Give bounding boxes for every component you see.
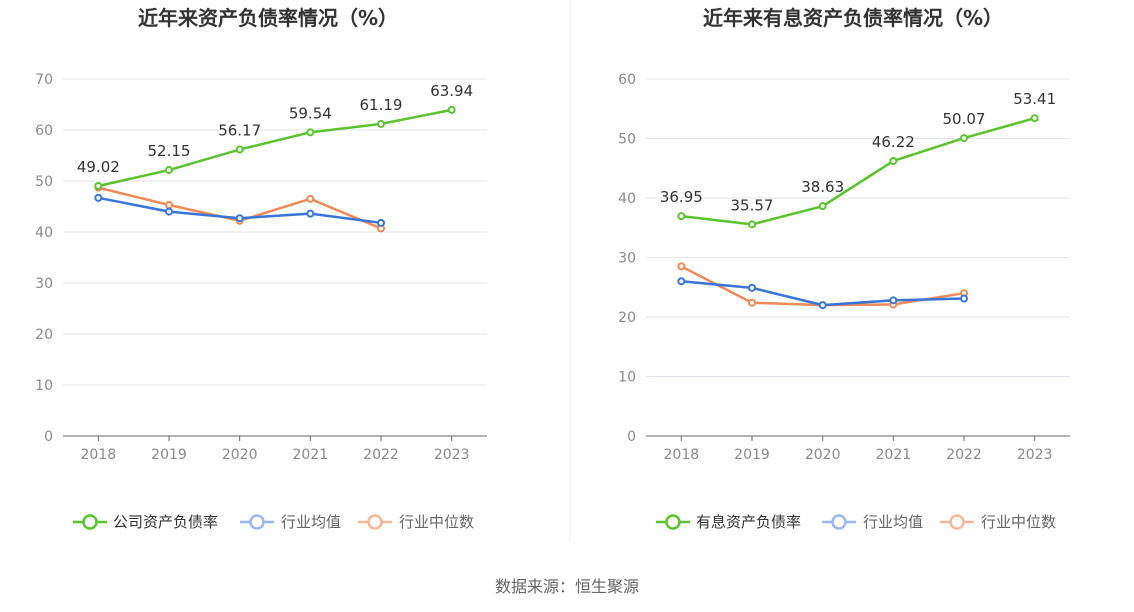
chart1-legend-item-industry-median[interactable]: 行业中位数	[940, 513, 1056, 531]
chart0-data-label: 59.54	[289, 104, 332, 122]
chart0-point-company	[377, 119, 385, 128]
chart1-data-label: 46.22	[872, 133, 915, 151]
chart1-y-tick-label: 10	[618, 370, 636, 386]
chart1-legend-item-industry-mean[interactable]: 行业均值	[822, 513, 923, 531]
chart1-point-company	[1030, 114, 1039, 123]
chart0-legend-item-company[interactable]: 公司资产负债率	[73, 513, 218, 531]
chart1-y-tick-label: 0	[627, 429, 636, 445]
chart0-x-tick-label: 2020	[222, 447, 258, 463]
chart1-data-label: 38.63	[801, 178, 844, 196]
chart0-point-industry-mean	[94, 193, 103, 202]
chart-panel-debt-ratio: 近年来资产负债率情况（%） 0 10 20 30 40 50 60 70 2018 2019 2020…	[35, 6, 487, 531]
chart1-legend-label: 有息资产负债率	[696, 513, 801, 531]
chart-panel-interest-debt-ratio: 近年来有息资产负债率情况（%） 0 10 20 30 40 50 60 2018 2019 2020…	[618, 6, 1070, 531]
chart1-title: 近年来有息资产负债率情况（%）	[703, 6, 1003, 30]
chart1-point-industry-mean	[748, 283, 756, 292]
chart1-y-tick-label: 40	[618, 191, 636, 207]
chart0-x-tick-label: 2021	[293, 447, 329, 463]
chart0-data-label: 63.94	[430, 82, 473, 100]
chart1-legend-label: 行业均值	[863, 513, 923, 531]
chart0-legend-label: 行业均值	[281, 513, 341, 531]
chart1-point-company	[889, 156, 898, 165]
chart1-x-tick-label: 2023	[1017, 447, 1053, 463]
chart1-point-industry-median	[677, 262, 686, 271]
chart1-data-label: 35.57	[731, 196, 774, 214]
chart0-legend-label: 行业中位数	[399, 513, 474, 531]
chart0-legend-item-industry-median[interactable]: 行业中位数	[358, 513, 474, 531]
chart1-data-label: 36.95	[660, 188, 703, 206]
chart0-y-tick-label: 60	[35, 123, 53, 139]
chart0-y-tick-label: 10	[35, 378, 53, 394]
chart1-y-tick-label: 20	[618, 310, 636, 326]
chart0-point-company	[94, 181, 103, 190]
chart0-point-company	[306, 128, 315, 137]
chart0-point-industry-median	[165, 200, 173, 209]
chart1-legend-marker	[949, 514, 965, 530]
chart1-point-industry-median	[748, 298, 756, 307]
chart0-point-company	[447, 105, 456, 114]
chart0-legend-item-industry-mean[interactable]: 行业均值	[240, 513, 341, 531]
chart0-point-industry-mean	[165, 207, 173, 216]
chart0-data-label: 61.19	[360, 96, 403, 114]
chart0-y-tick-label: 20	[35, 327, 53, 343]
chart1-x-tick-label: 2021	[876, 447, 912, 463]
chart1-legend-label: 行业中位数	[981, 513, 1056, 531]
chart1-data-label: 53.41	[1013, 90, 1056, 108]
chart1-y-tick-label: 50	[618, 132, 636, 148]
chart1-x-tick-label: 2022	[946, 447, 982, 463]
chart1-series-line-company	[681, 117, 1036, 226]
chart1-point-company	[960, 134, 968, 143]
chart1-point-company	[748, 220, 756, 229]
chart0-legend-marker	[367, 514, 383, 530]
chart1-y-tick-label: 30	[618, 251, 636, 267]
chart1-point-industry-mean	[677, 277, 686, 286]
chart0-point-industry-mean	[235, 214, 244, 223]
chart1-point-industry-mean	[889, 296, 898, 305]
chart0-point-industry-mean	[306, 209, 315, 218]
data-source-note: 数据来源：恒生聚源	[495, 577, 639, 596]
chart0-x-tick-label: 2018	[81, 447, 117, 463]
chart0-x-tick-label: 2019	[151, 447, 187, 463]
chart0-y-tick-label: 40	[35, 225, 53, 241]
chart1-legend-marker	[665, 514, 681, 530]
chart0-point-company	[235, 145, 244, 154]
chart1-legend-item-company[interactable]: 有息资产负债率	[656, 513, 801, 531]
chart0-data-label: 52.15	[148, 142, 191, 160]
chart0-y-tick-label: 70	[35, 72, 53, 88]
chart0-series-line-company	[98, 108, 452, 188]
chart0-y-tick-label: 50	[35, 174, 53, 190]
chart1-x-tick-label: 2019	[734, 447, 770, 463]
chart0-point-company	[165, 166, 173, 175]
chart0-point-industry-median	[306, 194, 315, 203]
chart1-point-industry-mean	[960, 294, 968, 303]
chart0-legend-label: 公司资产负债率	[113, 513, 218, 531]
chart0-data-label: 56.17	[218, 122, 261, 140]
chart1-y-tick-label: 60	[618, 72, 636, 88]
chart1-point-company	[818, 202, 827, 211]
chart0-title: 近年来资产负债率情况（%）	[138, 6, 398, 30]
chart0-x-tick-label: 2022	[363, 447, 399, 463]
chart0-legend-marker	[82, 514, 98, 530]
chart0-data-label: 49.02	[77, 158, 120, 176]
chart1-point-company	[677, 212, 686, 221]
chart1-x-tick-label: 2018	[664, 447, 700, 463]
chart0-y-tick-label: 30	[35, 276, 53, 292]
chart0-point-industry-mean	[377, 218, 385, 227]
chart1-legend-marker	[831, 514, 847, 530]
chart0-x-tick-label: 2023	[434, 447, 470, 463]
chart0-legend-marker	[249, 514, 265, 530]
chart1-data-label: 50.07	[943, 110, 986, 128]
chart0-y-tick-label: 0	[44, 429, 53, 445]
chart1-x-tick-label: 2020	[805, 447, 841, 463]
chart1-point-industry-mean	[818, 301, 827, 310]
